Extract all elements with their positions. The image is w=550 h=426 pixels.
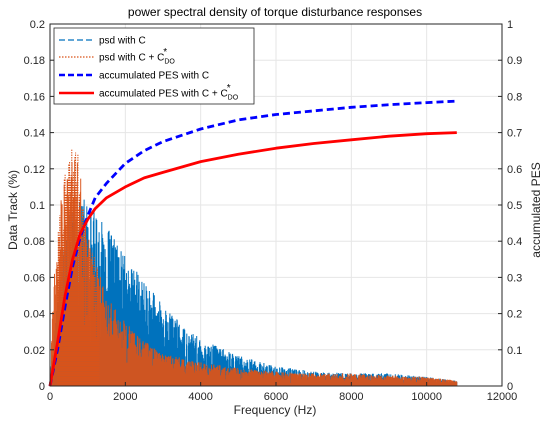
y2-tick-label: 0 <box>507 381 513 393</box>
y2-tick-label: 1 <box>507 19 513 31</box>
y-tick-label: 0.06 <box>24 272 45 284</box>
legend-box <box>53 27 255 105</box>
legend-sup: * <box>227 83 231 94</box>
legend-sub: DO <box>228 95 239 102</box>
y2-tick-label: 0.7 <box>507 128 522 140</box>
y2-tick-label: 0.2 <box>507 309 522 321</box>
y-tick-label: 0.16 <box>24 91 45 103</box>
legend-entry-label: accumulated PES with C <box>99 71 209 82</box>
y2-tick-label: 0.1 <box>507 345 522 357</box>
y-tick-label: 0.1 <box>30 200 45 212</box>
x-tick-label: 12000 <box>487 391 518 403</box>
y2-tick-label: 0.5 <box>507 200 522 212</box>
chart-title: power spectral density of torque disturb… <box>128 5 422 19</box>
legend-entry-label: psd with C + CDO <box>99 53 175 66</box>
x-tick-label: 10000 <box>411 391 442 403</box>
legend-sub: DO <box>164 59 175 66</box>
legend-sup: * <box>163 47 167 58</box>
y-tick-label: 0.12 <box>24 164 45 176</box>
y-tick-label: 0 <box>39 381 45 393</box>
plot-area <box>48 99 458 387</box>
x-tick-label: 2000 <box>113 391 137 403</box>
series-accumulated-pes-with-c-cdo <box>48 131 457 387</box>
y2-tick-label: 0.6 <box>507 164 522 176</box>
y-tick-label: 0.14 <box>24 128 45 140</box>
y-tick-label: 0.02 <box>24 345 45 357</box>
y2-tick-label: 0.8 <box>507 91 522 103</box>
x-tick-label: 4000 <box>188 391 212 403</box>
x-tick-label: 8000 <box>339 391 363 403</box>
y-tick-label: 0.08 <box>24 236 45 248</box>
axes-box <box>49 23 503 387</box>
legend-entry-label: psd with C <box>99 36 146 47</box>
x-axis-label: Frequency (Hz) <box>234 403 317 417</box>
y-tick-label: 0.04 <box>24 309 45 321</box>
y-axis-label: Data Track (%) <box>6 170 20 250</box>
y2-tick-label: 0.9 <box>507 55 522 67</box>
y2-tick-label: 0.4 <box>507 236 522 248</box>
legend-entry-label: accumulated PES with C + CDO <box>99 89 239 102</box>
y-tick-label: 0.2 <box>30 19 45 31</box>
y2-axis-label: accumulated PES <box>529 162 543 257</box>
series-accumulated-pes-with-c <box>48 99 457 387</box>
y2-tick-label: 0.3 <box>507 272 522 284</box>
axes: 0 2000 4000 6000 8000 10000 1200000.020.040.06… <box>24 19 523 403</box>
x-tick-label: 0 <box>47 391 53 403</box>
x-tick-label: 6000 <box>264 391 288 403</box>
y-tick-label: 0.18 <box>24 55 45 67</box>
